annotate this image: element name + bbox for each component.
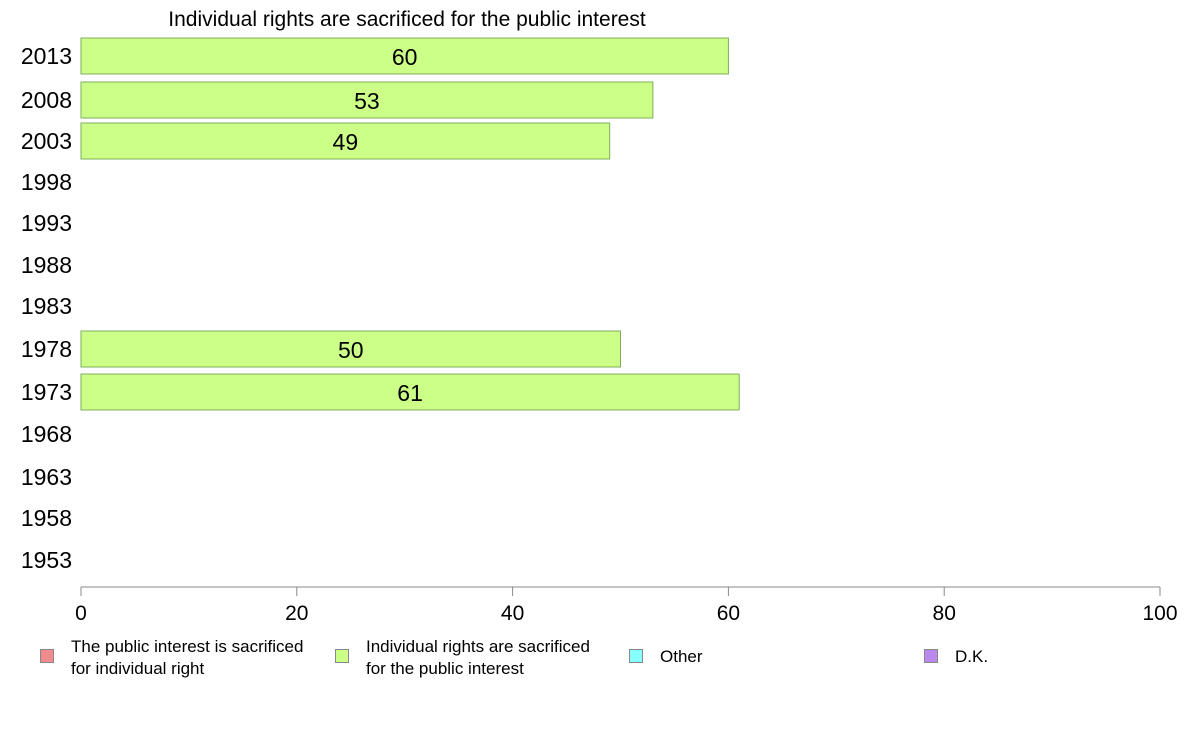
y-tick-label: 1993 xyxy=(21,210,72,236)
y-tick-label: 1988 xyxy=(21,252,72,278)
y-tick-label: 2003 xyxy=(21,128,72,154)
legend-swatch-green xyxy=(335,649,349,663)
y-tick-label: 2013 xyxy=(21,43,72,69)
y-tick-label: 1963 xyxy=(21,464,72,490)
x-tick-label: 100 xyxy=(1142,602,1177,625)
legend-item-dk: D.K. xyxy=(924,636,988,668)
legend-label: D.K. xyxy=(955,647,989,666)
bar-chart: Individual rights are sacrificed for the… xyxy=(21,8,1178,625)
legend-item-public-interest-sacrificed: The public interest is sacrificed for in… xyxy=(40,636,303,680)
bar-value-label: 53 xyxy=(354,88,380,114)
y-tick-label: 1983 xyxy=(21,293,72,319)
bar-value-label: 61 xyxy=(397,380,423,406)
x-tick-label: 0 xyxy=(75,602,87,625)
bar xyxy=(80,37,729,75)
legend-item-individual-rights-sacrificed: Individual rights are sacrificed for the… xyxy=(335,636,590,680)
legend-label: Individual rights are sacrificed for the… xyxy=(366,637,590,678)
y-tick-label: 1978 xyxy=(21,336,72,362)
legend-swatch-purple xyxy=(924,649,938,663)
y-tick-label: 1973 xyxy=(21,379,72,405)
legend-label: Other xyxy=(660,647,703,666)
y-tick-label: 1953 xyxy=(21,547,72,573)
y-tick-label: 1998 xyxy=(21,169,72,195)
y-tick-label: 1958 xyxy=(21,505,72,531)
bar xyxy=(80,81,654,119)
legend: The public interest is sacrificed for in… xyxy=(0,636,1188,686)
bar xyxy=(80,373,740,411)
x-tick-label: 20 xyxy=(285,602,308,625)
x-tick-label: 40 xyxy=(501,602,524,625)
y-tick-label: 2008 xyxy=(21,87,72,113)
chart-title: Individual rights are sacrificed for the… xyxy=(168,8,646,31)
legend-label: The public interest is sacrificed for in… xyxy=(71,637,304,678)
y-tick-label: 1968 xyxy=(21,421,72,447)
legend-swatch-cyan xyxy=(629,649,643,663)
x-tick-label: 80 xyxy=(933,602,956,625)
bar xyxy=(80,122,611,160)
bar-value-label: 60 xyxy=(392,44,418,70)
bar xyxy=(80,330,621,368)
bar-value-label: 50 xyxy=(338,337,364,363)
x-tick-label: 60 xyxy=(717,602,740,625)
bar-value-label: 49 xyxy=(333,129,359,155)
legend-item-other: Other xyxy=(629,636,703,668)
legend-swatch-red xyxy=(40,649,54,663)
